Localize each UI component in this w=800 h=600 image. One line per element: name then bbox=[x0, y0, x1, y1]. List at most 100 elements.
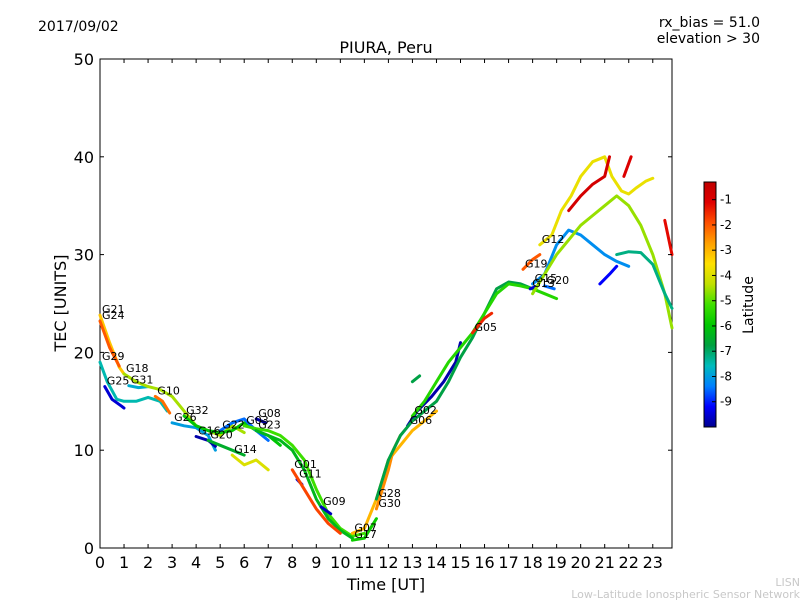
satellite-label: G21 bbox=[102, 303, 125, 316]
satellite-label: G02 bbox=[414, 404, 437, 417]
satellite-label: G18 bbox=[126, 362, 149, 375]
series-line-track-31 bbox=[531, 194, 674, 330]
satellite-label: G31 bbox=[131, 374, 154, 387]
y-tick-label: 0 bbox=[84, 539, 94, 558]
colorbar-tick-label: -8 bbox=[720, 369, 732, 383]
series-line-G15 bbox=[531, 228, 631, 286]
series-line-G29 bbox=[98, 360, 169, 413]
satellite-label: G20 bbox=[210, 428, 233, 441]
series-line-G01 bbox=[290, 468, 342, 535]
satellite-label: G07 bbox=[354, 521, 377, 534]
series-line-G12 bbox=[538, 155, 655, 247]
x-tick-label: 18 bbox=[522, 553, 542, 572]
series-line-G08 bbox=[254, 417, 268, 425]
satellite-label: G32 bbox=[186, 404, 209, 417]
series-line-G19 bbox=[521, 253, 542, 271]
x-tick-label: 13 bbox=[402, 553, 422, 572]
x-tick-label: 2 bbox=[143, 553, 153, 572]
series-line-G24 bbox=[98, 319, 121, 368]
series-line-G31 bbox=[127, 384, 150, 390]
x-tick-label: 21 bbox=[595, 553, 615, 572]
series-line-track-37 bbox=[410, 374, 422, 384]
credit-line-2: Low-Latitude Ionospheric Sensor Network bbox=[571, 588, 800, 600]
colorbar-ticks: -9 -8 -7 -6 -5 -4 -3 -2 -1 bbox=[712, 193, 732, 409]
x-tick-label: 9 bbox=[311, 553, 321, 572]
colorbar-tick-label: -1 bbox=[720, 193, 732, 207]
satellite-label: G08 bbox=[258, 407, 281, 420]
series-line-G20 bbox=[206, 438, 246, 457]
satellite-label: G01 bbox=[294, 458, 317, 471]
x-tick-label: 17 bbox=[498, 553, 518, 572]
satellite-label: G29 bbox=[102, 350, 125, 363]
satellite-label: G23 bbox=[258, 419, 281, 432]
x-tick-label: 23 bbox=[643, 553, 663, 572]
series-line-G22 bbox=[218, 417, 270, 442]
x-tick-label: 7 bbox=[263, 553, 273, 572]
y-tick-label: 50 bbox=[74, 50, 94, 69]
colorbar-tick-label: -3 bbox=[720, 243, 732, 257]
date-label: 2017/09/02 bbox=[38, 19, 119, 35]
series-line-G23 bbox=[254, 429, 354, 540]
series-line-G28 bbox=[374, 280, 535, 501]
colorbar-tick-label: -6 bbox=[720, 319, 732, 333]
satellite-label: G17 bbox=[354, 528, 377, 541]
x-tick-label: 15 bbox=[450, 553, 470, 572]
series-line-G17 bbox=[350, 517, 378, 542]
elevation-label: elevation > 30 bbox=[657, 31, 760, 47]
satellite-label: G16 bbox=[198, 425, 221, 438]
colorbar-tick-label: -9 bbox=[720, 395, 732, 409]
satellite-label: G10 bbox=[157, 384, 180, 397]
series-line-track-33 bbox=[622, 155, 633, 178]
satellite-label: G03 bbox=[246, 414, 269, 427]
satellite-label: G26 bbox=[174, 411, 197, 424]
satellite-label: G20 bbox=[547, 274, 570, 287]
satellite-label: G05 bbox=[475, 321, 498, 334]
series-line-track-32 bbox=[567, 155, 611, 213]
x-tick-label: 10 bbox=[330, 553, 350, 572]
x-tick-label: 8 bbox=[287, 553, 297, 572]
satellite-label: G28 bbox=[378, 487, 401, 500]
rx-bias-label: rx_bias = 51.0 bbox=[659, 15, 760, 31]
satellite-label: G09 bbox=[323, 495, 346, 508]
satellite-label: G24 bbox=[102, 309, 125, 322]
x-tick-label: 1 bbox=[119, 553, 129, 572]
satellite-label: G13 bbox=[532, 277, 555, 290]
satellite-label: G19 bbox=[525, 257, 548, 270]
chart-title: PIURA, Peru bbox=[339, 38, 432, 57]
x-tick-label: 19 bbox=[546, 553, 566, 572]
x-tick-label: 3 bbox=[167, 553, 177, 572]
series-line-track-35 bbox=[663, 218, 674, 257]
x-tick-label: 6 bbox=[239, 553, 249, 572]
series-line-G25 bbox=[103, 385, 126, 410]
credit-line-1: LISN bbox=[775, 576, 800, 589]
series-line-G05 bbox=[471, 311, 494, 335]
series-line-G20 bbox=[543, 284, 556, 291]
series-line-track-36 bbox=[598, 264, 619, 286]
x-tick-label: 16 bbox=[474, 553, 494, 572]
satellite-label: G11 bbox=[299, 468, 322, 481]
x-tick-label: 4 bbox=[191, 553, 201, 572]
y-tick-label: 30 bbox=[74, 246, 94, 265]
satellite-label: G22 bbox=[222, 419, 245, 432]
y-tick-label: 20 bbox=[74, 343, 94, 362]
satellite-label: G25 bbox=[107, 375, 130, 388]
satellite-label: G15 bbox=[535, 272, 558, 285]
satellite-label: G12 bbox=[542, 233, 565, 246]
series-line-G10 bbox=[153, 394, 172, 415]
colorbar-tick-label: -4 bbox=[720, 268, 732, 282]
series-line-G14 bbox=[230, 453, 270, 472]
series-line-G09 bbox=[319, 505, 333, 516]
colorbar bbox=[703, 181, 717, 428]
colorbar-label: Latitude bbox=[741, 276, 757, 334]
x-tick-label: 14 bbox=[426, 553, 446, 572]
x-tick-label: 12 bbox=[378, 553, 398, 572]
x-tick-label: 0 bbox=[95, 553, 105, 572]
series-line-track-34 bbox=[615, 250, 674, 310]
y-axis-ticks: 0 10 20 30 40 50 bbox=[74, 50, 672, 558]
x-tick-label: 20 bbox=[570, 553, 590, 572]
x-axis-label: Time [UT] bbox=[346, 575, 425, 594]
colorbar-tick-label: -2 bbox=[720, 218, 732, 232]
colorbar-tick-label: -7 bbox=[720, 344, 732, 358]
